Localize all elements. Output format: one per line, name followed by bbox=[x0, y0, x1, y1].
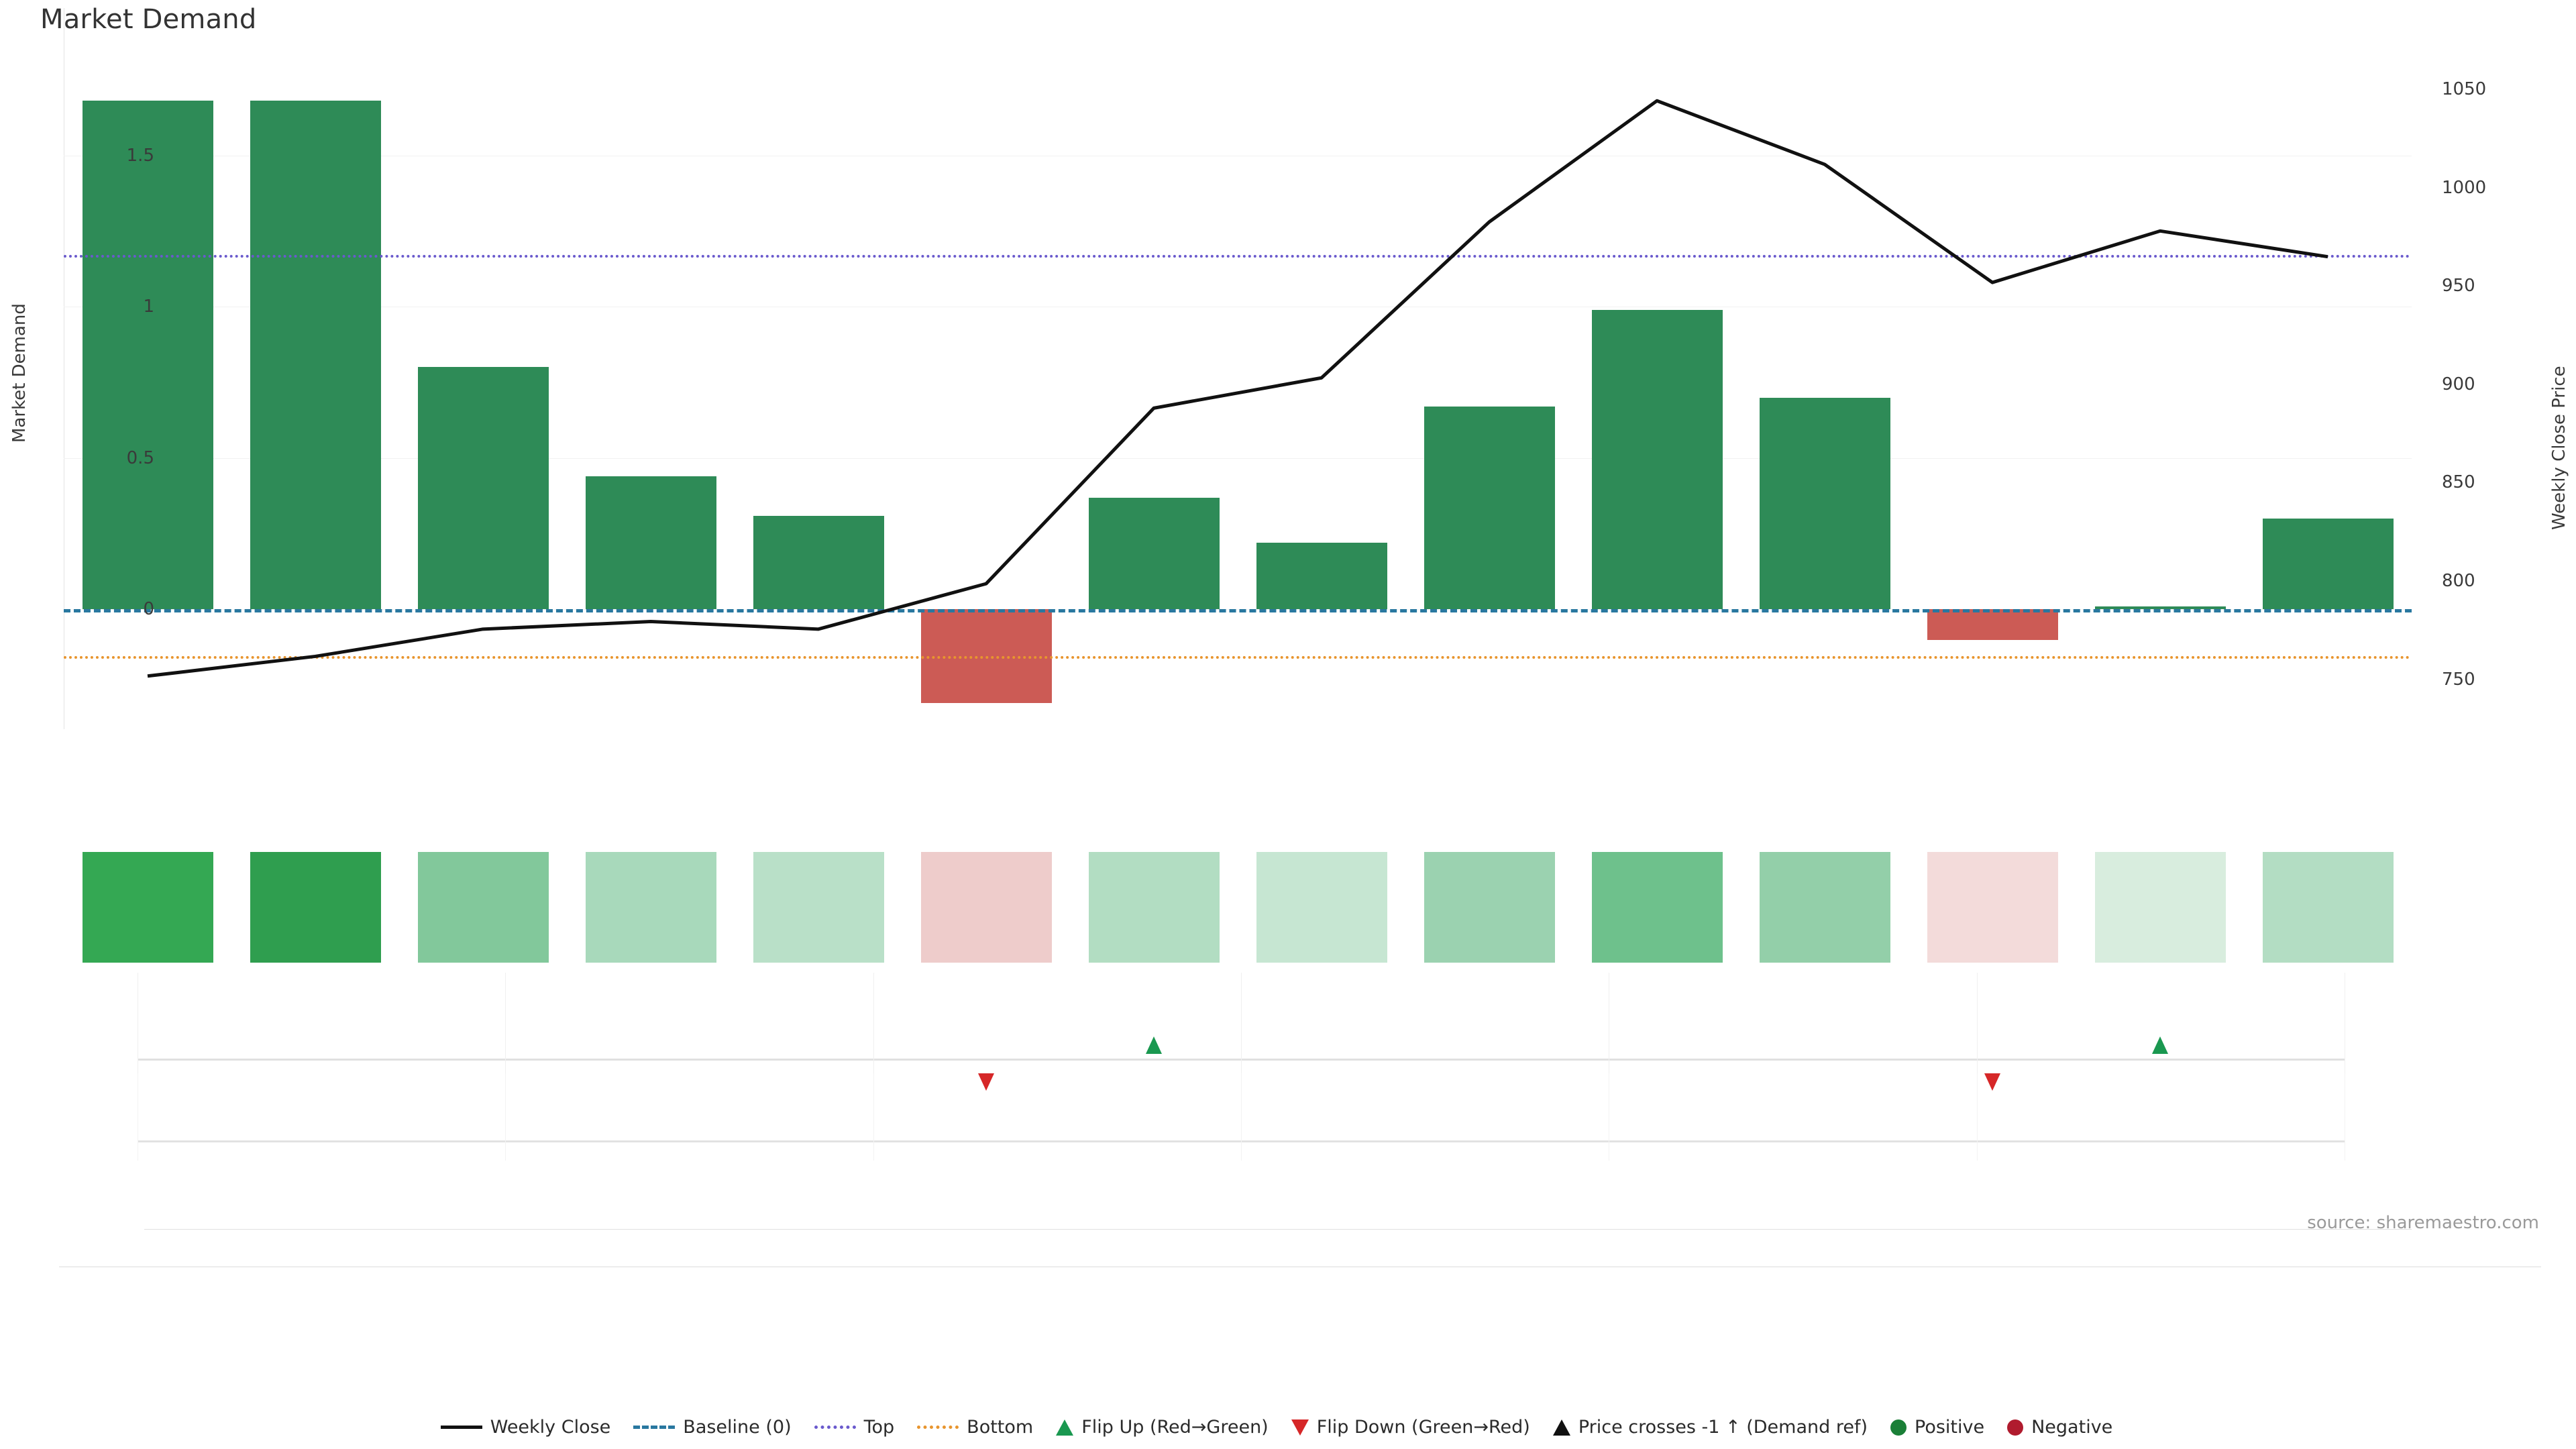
right-axis-label: Weekly Close Price bbox=[2549, 366, 2569, 530]
source-rule bbox=[144, 1229, 2412, 1230]
legend-item[interactable]: Flip Down (Green→Red) bbox=[1291, 1417, 1530, 1438]
legend-item[interactable]: Price crosses -1 ↑ (Demand ref) bbox=[1552, 1417, 1868, 1438]
legend-item-label: Top bbox=[863, 1417, 895, 1438]
legend-item-label: Positive bbox=[1915, 1417, 1985, 1438]
triangle-down-red-icon bbox=[1291, 1419, 1309, 1436]
demand-bar bbox=[1424, 407, 1555, 610]
left-axis-label: Market Demand bbox=[9, 303, 30, 443]
heatmap-cell bbox=[250, 852, 381, 963]
demand-bar bbox=[1256, 543, 1387, 610]
heatmap-cell bbox=[82, 852, 213, 963]
demand-bar bbox=[1759, 397, 1890, 610]
right-axis-tick-label: 950 bbox=[2442, 276, 2475, 297]
legend-item[interactable]: Negative bbox=[2007, 1417, 2112, 1438]
legend-item-label: Bottom bbox=[967, 1417, 1034, 1438]
heatmap-cell bbox=[1256, 852, 1387, 963]
solid-line-icon bbox=[440, 1426, 482, 1429]
legend-item-label: Flip Up (Red→Green) bbox=[1081, 1417, 1269, 1438]
heatmap-cell bbox=[1591, 852, 1723, 963]
top-reference-line bbox=[64, 255, 2412, 258]
lower-panel-gridline bbox=[873, 1073, 874, 1161]
demand-bar bbox=[82, 101, 213, 610]
right-axis-tick-label: 850 bbox=[2442, 472, 2475, 493]
left-axis-tick-label: 0 bbox=[143, 599, 154, 620]
lower-panel-gridline bbox=[505, 1073, 506, 1161]
demand-intensity-heatmap bbox=[64, 852, 2412, 963]
lower-grid-panel bbox=[64, 1073, 2412, 1275]
right-axis-tick-label: 900 bbox=[2442, 374, 2475, 394]
heatmap-cell bbox=[417, 852, 549, 963]
demand-bar bbox=[585, 476, 716, 610]
heatmap-cell bbox=[1424, 852, 1555, 963]
dashed-line-icon bbox=[633, 1426, 676, 1429]
heatmap-cell bbox=[585, 852, 716, 963]
circle-green-icon bbox=[1890, 1419, 1907, 1436]
heatmap-cell bbox=[1088, 852, 1220, 963]
dotted-line-purple-icon bbox=[814, 1426, 856, 1429]
legend-item-label: Price crosses -1 ↑ (Demand ref) bbox=[1578, 1417, 1868, 1438]
legend-item[interactable]: Weekly Close bbox=[440, 1417, 611, 1438]
flip-up-marker-icon bbox=[1146, 1036, 1162, 1054]
demand-bar bbox=[1927, 609, 2058, 640]
demand-bar bbox=[753, 515, 884, 610]
right-axis-tick-label: 1050 bbox=[2442, 79, 2487, 100]
marker-panel-gridline bbox=[1976, 973, 1978, 1134]
triangle-up-green-icon bbox=[1056, 1419, 1074, 1436]
legend-item-label: Negative bbox=[2031, 1417, 2113, 1438]
circle-red-icon bbox=[2007, 1419, 2024, 1436]
flip-down-marker-icon bbox=[1984, 1073, 2000, 1091]
right-axis-tick-label: 750 bbox=[2442, 669, 2475, 690]
bottom-reference-line bbox=[64, 656, 2412, 659]
heatmap-cell bbox=[1927, 852, 2058, 963]
demand-bar bbox=[2262, 519, 2394, 610]
left-axis-tick-label: 1.5 bbox=[126, 145, 154, 166]
right-axis-tick-label: 800 bbox=[2442, 571, 2475, 592]
weekly-close-line-svg bbox=[147, 99, 2328, 678]
legend-item[interactable]: Bottom bbox=[917, 1417, 1033, 1438]
right-axis-tick-label: 1000 bbox=[2442, 177, 2487, 198]
legend-item[interactable]: Baseline (0) bbox=[633, 1417, 792, 1438]
dotted-line-orange-icon bbox=[917, 1426, 959, 1429]
legend-item[interactable]: Top bbox=[814, 1417, 895, 1438]
flip-down-marker-icon bbox=[978, 1073, 994, 1091]
heatmap-cell bbox=[920, 852, 1052, 963]
demand-bar bbox=[417, 367, 549, 610]
legend-item[interactable]: Positive bbox=[1890, 1417, 1984, 1438]
left-axis-tick-label: 0.5 bbox=[126, 447, 154, 468]
demand-bar bbox=[250, 101, 381, 610]
demand-bar bbox=[1088, 497, 1220, 610]
legend-item-label: Weekly Close bbox=[490, 1417, 611, 1438]
triangle-up-black-icon bbox=[1552, 1419, 1570, 1436]
legend-item[interactable]: Flip Up (Red→Green) bbox=[1056, 1417, 1269, 1438]
heatmap-cell bbox=[1759, 852, 1890, 963]
flip-up-marker-icon bbox=[2152, 1036, 2168, 1054]
heatmap-cell bbox=[753, 852, 884, 963]
legend-item-label: Flip Down (Green→Red) bbox=[1316, 1417, 1530, 1438]
chart-title: Market Demand bbox=[40, 4, 257, 35]
marker-panel-gridline bbox=[1241, 973, 1242, 1134]
weekly-close-line bbox=[147, 99, 2328, 678]
source-note: source: sharemaestro.com bbox=[2307, 1213, 2539, 1233]
gridline bbox=[64, 458, 2412, 459]
marker-panel-gridline bbox=[505, 973, 506, 1134]
chart-legend: Weekly Close Baseline (0) Top Bottom Flip Up… bbox=[0, 1417, 2576, 1438]
flip-markers-panel bbox=[64, 973, 2412, 1154]
legend-item-label: Baseline (0) bbox=[683, 1417, 792, 1438]
baseline-reference-line bbox=[64, 609, 2412, 613]
lower-panel-gridline bbox=[1241, 1073, 1242, 1161]
marker-panel-gridline bbox=[873, 973, 874, 1134]
heatmap-cell bbox=[2262, 852, 2394, 963]
lower-panel-gridline bbox=[1976, 1073, 1978, 1161]
left-axis-tick-label: 1 bbox=[143, 297, 154, 317]
main-plot-area bbox=[64, 8, 2412, 729]
heatmap-cell bbox=[2094, 852, 2226, 963]
demand-bar bbox=[1591, 309, 1723, 610]
plot-inner bbox=[64, 40, 2412, 724]
demand-bar bbox=[2094, 606, 2226, 610]
